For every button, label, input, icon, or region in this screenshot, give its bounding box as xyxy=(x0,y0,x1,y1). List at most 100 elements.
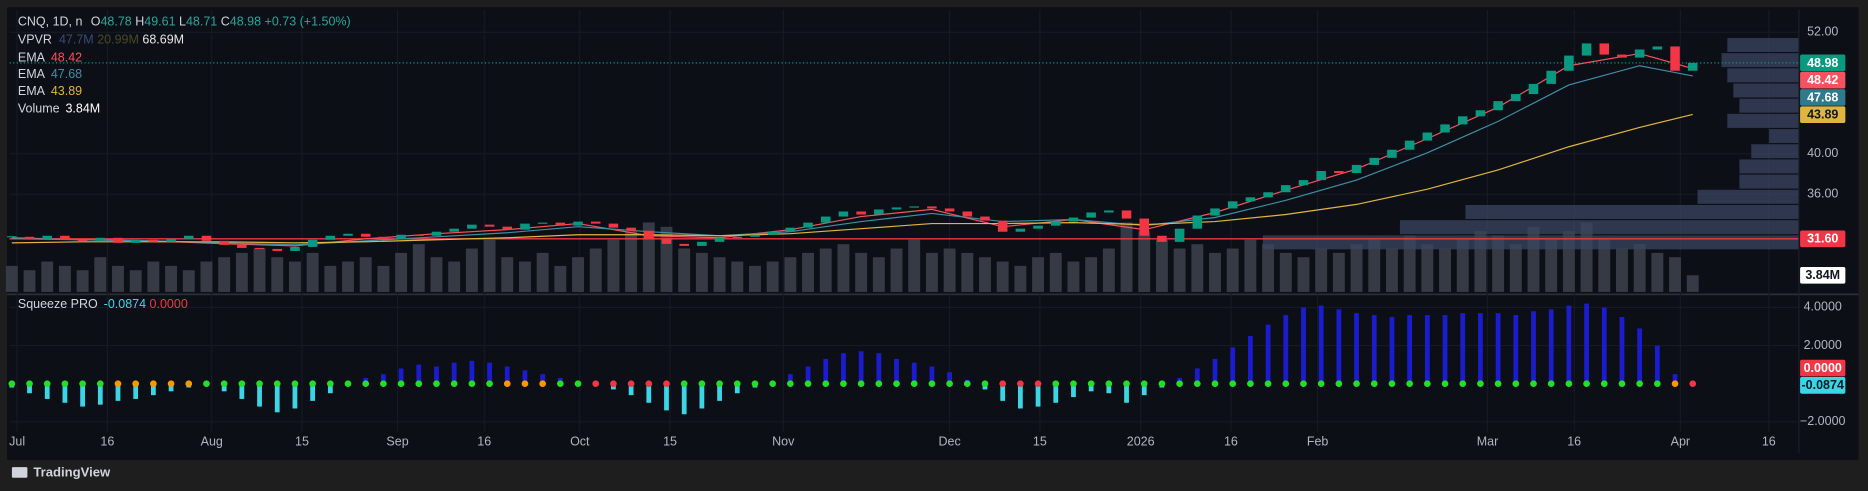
candle xyxy=(184,235,194,239)
volume-bar xyxy=(41,261,54,292)
candle xyxy=(537,222,548,224)
squeeze-dot xyxy=(1052,380,1060,388)
volume-bar xyxy=(961,252,974,292)
momentum-bar xyxy=(1141,383,1147,396)
volume-bar xyxy=(1085,257,1098,292)
volume-bar xyxy=(890,248,903,292)
volume-bar xyxy=(1155,239,1168,292)
squeeze-dot xyxy=(132,380,140,388)
candle xyxy=(1634,49,1645,58)
momentum-bar xyxy=(664,383,669,411)
candle xyxy=(767,231,778,235)
squeeze-dot xyxy=(840,380,847,388)
volume-bar xyxy=(271,257,284,292)
candle xyxy=(820,216,831,223)
squeeze-dot xyxy=(1459,380,1467,388)
volume-bar xyxy=(342,261,354,292)
momentum-bar xyxy=(1053,383,1059,403)
momentum-bar xyxy=(469,360,475,384)
squeeze-dot xyxy=(1176,380,1183,388)
volume-bar xyxy=(58,265,71,292)
candle xyxy=(1121,210,1132,219)
volume-bar xyxy=(1332,252,1345,292)
momentum-bar xyxy=(62,383,68,403)
squeeze-dot xyxy=(309,380,316,388)
ohlc-label: C xyxy=(221,15,230,29)
price-tag-label: 47.68 xyxy=(1807,90,1838,104)
candle xyxy=(1493,101,1503,111)
squeeze-dot xyxy=(415,380,423,388)
candle xyxy=(838,211,849,217)
candle xyxy=(555,222,566,226)
momentum-bar xyxy=(1371,315,1377,384)
squeeze-dot xyxy=(627,380,635,388)
ohlc-value: 48.78 xyxy=(100,15,131,29)
squeeze-dot xyxy=(1193,380,1201,388)
y-tick-label: 36.00 xyxy=(1807,187,1838,201)
logo-icon xyxy=(11,467,28,478)
ohlc-label: L xyxy=(179,15,186,29)
volume-bar xyxy=(430,257,443,292)
ohlc-label: O xyxy=(91,15,101,29)
momentum-bar xyxy=(1230,347,1236,384)
squeeze-dot xyxy=(203,380,210,388)
squeeze-dot xyxy=(8,380,16,388)
candle xyxy=(130,239,141,243)
volume-bar xyxy=(660,226,673,292)
volume-name: Volume xyxy=(18,102,60,116)
legend-row: EMA 47.68 xyxy=(18,67,82,81)
candle xyxy=(148,239,159,242)
momentum-bar xyxy=(1248,336,1253,384)
squeeze-dot xyxy=(486,380,493,388)
candle xyxy=(60,235,70,240)
momentum-bar xyxy=(1336,309,1342,384)
candle xyxy=(431,231,442,236)
momentum-bar xyxy=(115,383,121,401)
volume-bar xyxy=(165,265,178,292)
squeeze-dot xyxy=(1512,380,1520,388)
squeeze-dot xyxy=(433,380,440,388)
momentum-bar xyxy=(1194,368,1200,384)
volume-bar xyxy=(1173,248,1186,292)
volume-bar xyxy=(1032,257,1045,292)
vpvr-bar xyxy=(1697,189,1799,204)
x-tick-label: Sep xyxy=(386,434,408,448)
volume-bar xyxy=(1350,244,1363,292)
momentum-bar xyxy=(504,366,510,384)
candle xyxy=(573,221,583,226)
candle xyxy=(1068,217,1079,222)
momentum-bar xyxy=(257,383,262,407)
momentum-bar xyxy=(1495,313,1501,384)
momentum-bar xyxy=(416,364,422,384)
squeeze-dot xyxy=(1636,380,1643,388)
vpvr-bar xyxy=(1721,53,1799,68)
momentum-bar xyxy=(1265,324,1271,384)
momentum-bar xyxy=(381,374,386,384)
candle xyxy=(997,220,1008,232)
legend-row: Volume 3.84M xyxy=(18,102,100,116)
volume-bar xyxy=(448,261,461,292)
momentum-bar xyxy=(1513,315,1519,384)
momentum-bar xyxy=(1318,305,1324,384)
volume-bar xyxy=(359,257,372,292)
momentum-bar xyxy=(858,351,864,384)
price-tag-label: 43.89 xyxy=(1807,108,1838,122)
volume-bar xyxy=(1669,257,1682,292)
candle xyxy=(290,246,300,251)
candle xyxy=(1652,46,1663,50)
y-tick-label: 40.00 xyxy=(1807,146,1838,160)
squeeze-dot xyxy=(592,380,600,388)
volume-bar xyxy=(1527,226,1540,292)
candle xyxy=(1387,149,1397,158)
price-tag xyxy=(1800,266,1846,284)
squeeze-dot xyxy=(61,380,69,388)
volume-bar xyxy=(147,261,160,292)
legend-row: EMA 48.42 xyxy=(18,51,82,65)
volume-bar xyxy=(288,261,301,292)
candle xyxy=(626,227,636,231)
volume-bar xyxy=(200,261,213,292)
candle xyxy=(467,224,477,229)
squeeze-dot xyxy=(1300,380,1307,388)
momentum-bar xyxy=(1424,315,1430,384)
volume-bar xyxy=(483,239,496,292)
